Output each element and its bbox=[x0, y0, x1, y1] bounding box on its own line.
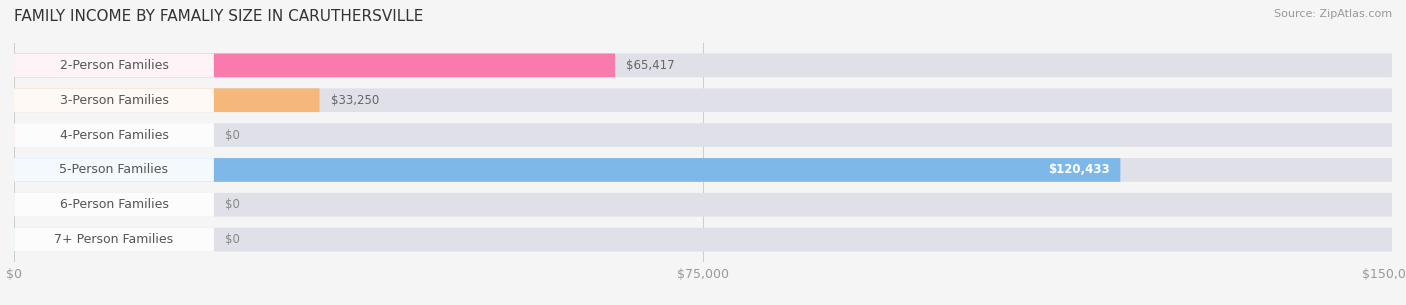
Text: $120,433: $120,433 bbox=[1047, 163, 1109, 176]
FancyBboxPatch shape bbox=[14, 123, 1392, 147]
FancyBboxPatch shape bbox=[14, 123, 214, 147]
FancyBboxPatch shape bbox=[14, 158, 1121, 182]
FancyBboxPatch shape bbox=[14, 228, 1392, 252]
Text: FAMILY INCOME BY FAMALIY SIZE IN CARUTHERSVILLE: FAMILY INCOME BY FAMALIY SIZE IN CARUTHE… bbox=[14, 9, 423, 24]
Text: $0: $0 bbox=[225, 233, 240, 246]
FancyBboxPatch shape bbox=[14, 53, 1392, 77]
Text: 4-Person Families: 4-Person Families bbox=[59, 129, 169, 142]
FancyBboxPatch shape bbox=[14, 158, 1392, 182]
Text: 5-Person Families: 5-Person Families bbox=[59, 163, 169, 176]
Text: $33,250: $33,250 bbox=[330, 94, 378, 107]
FancyBboxPatch shape bbox=[14, 88, 1392, 112]
FancyBboxPatch shape bbox=[14, 228, 214, 252]
Text: 7+ Person Families: 7+ Person Families bbox=[55, 233, 173, 246]
FancyBboxPatch shape bbox=[14, 53, 214, 77]
Text: $0: $0 bbox=[225, 198, 240, 211]
FancyBboxPatch shape bbox=[14, 88, 214, 112]
Text: Source: ZipAtlas.com: Source: ZipAtlas.com bbox=[1274, 9, 1392, 19]
FancyBboxPatch shape bbox=[14, 88, 319, 112]
Text: 6-Person Families: 6-Person Families bbox=[59, 198, 169, 211]
Text: 3-Person Families: 3-Person Families bbox=[59, 94, 169, 107]
FancyBboxPatch shape bbox=[14, 53, 614, 77]
Text: 2-Person Families: 2-Person Families bbox=[59, 59, 169, 72]
FancyBboxPatch shape bbox=[14, 193, 1392, 217]
FancyBboxPatch shape bbox=[14, 158, 214, 182]
Text: $0: $0 bbox=[225, 129, 240, 142]
FancyBboxPatch shape bbox=[14, 193, 214, 217]
Text: $65,417: $65,417 bbox=[626, 59, 675, 72]
